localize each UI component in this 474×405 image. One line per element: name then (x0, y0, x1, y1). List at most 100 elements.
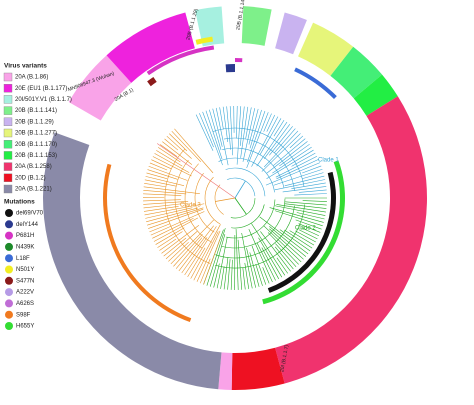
tree-branch (302, 200, 327, 202)
tree-branch (240, 106, 245, 146)
tree-branch (294, 193, 327, 196)
tree-branch (150, 211, 205, 236)
mutation-arc (225, 64, 235, 73)
mutation-label: del69/V70 (16, 211, 44, 217)
mutation-arc (267, 171, 336, 293)
tree-branch (236, 106, 238, 139)
tree-branch (266, 149, 314, 180)
mutation-label: P681H (16, 233, 34, 239)
clade-label: Clade 1 (318, 158, 339, 164)
tree-branch (212, 108, 223, 147)
tree-branch (175, 237, 203, 269)
variant-ring-segment (195, 6, 225, 47)
tree-branch (298, 189, 327, 193)
tree-branch (149, 162, 168, 171)
variant-label: 20B (B.1.1.277) (15, 131, 57, 137)
tree-arc (218, 157, 275, 193)
tree-branch (301, 172, 324, 180)
tree-branch (178, 225, 214, 272)
tree-branch (273, 138, 306, 166)
mutation-arc (147, 76, 157, 87)
tree-branch (168, 241, 189, 262)
tree-branch (299, 229, 318, 240)
tree-branch (190, 224, 221, 279)
tree-branch (151, 159, 172, 170)
tree-branch (237, 239, 243, 290)
tree-branch (246, 247, 256, 288)
tree-arc (215, 205, 295, 259)
tree-branch (144, 179, 177, 187)
tree-branch (148, 165, 188, 181)
tree-branch (199, 113, 214, 148)
variant-ring-segment (68, 55, 132, 121)
tree-arc (212, 127, 305, 187)
tree-branch (219, 107, 224, 130)
tree-arc (222, 147, 285, 188)
ring-label: 20I (B.1.1.7) (279, 344, 290, 372)
mutation-label: S477N (16, 278, 34, 284)
mutation-label: L18F (16, 256, 30, 262)
tree-branch (242, 108, 256, 162)
tree-branch (161, 224, 200, 254)
variant-label: 20E (EU1 (B.1.177) (15, 86, 67, 92)
variant-swatch (3, 72, 13, 82)
mutation-label: S98F (16, 312, 31, 318)
tree-branch (296, 212, 325, 220)
tree-branch (170, 219, 215, 265)
tree-branch (187, 247, 206, 278)
tree-arc (204, 176, 221, 225)
tree-stem (234, 180, 246, 199)
tree-branch (213, 263, 220, 288)
mutation-dot (5, 242, 13, 251)
tree-branch (295, 219, 322, 230)
tree-branch (285, 201, 327, 206)
mutation-dot (5, 299, 13, 308)
variant-label: 20A (B.1.86) (15, 75, 48, 81)
tree-branch (240, 106, 249, 158)
variants-title: Virus variants (4, 63, 47, 70)
tree-branch (148, 208, 204, 229)
variant-swatch (3, 139, 13, 149)
tree-branch (260, 231, 291, 272)
tree-branch (222, 106, 229, 142)
variant-label: 20I/501Y.V1 (B.1.1.7) (15, 97, 72, 103)
tree-branch (236, 106, 242, 165)
variant-swatch (3, 106, 13, 115)
tree-branch (152, 156, 192, 177)
tree-arc (174, 159, 203, 249)
tree-branch (276, 159, 319, 180)
tree-branch (149, 223, 171, 233)
tree-branch (223, 257, 229, 290)
tree-branch (143, 199, 181, 202)
tree-branch (146, 172, 167, 180)
tree-branch (265, 162, 321, 186)
variant-label: 20B (B.1.1.141) (15, 108, 57, 114)
tree-branch (266, 114, 276, 132)
tree-branch (269, 226, 307, 257)
tree-branch (166, 135, 192, 159)
tree-branch (152, 217, 194, 239)
tree-branch (269, 207, 324, 223)
mutation-dot (5, 322, 13, 330)
tree-branch (274, 179, 326, 191)
mutation-label: N501Y (16, 267, 34, 273)
mutation-arc (235, 58, 243, 63)
tree-branch (155, 227, 185, 245)
tree-branch (184, 226, 217, 276)
mutation-dot (5, 288, 13, 297)
tree-branch (276, 257, 289, 274)
tree-stem (215, 197, 236, 202)
variant-ring-segment (241, 6, 272, 46)
tree-branch (249, 109, 262, 149)
tree-branch (154, 153, 190, 173)
tree-branch (202, 111, 223, 166)
tree-branch (258, 237, 283, 278)
tree-branch (282, 186, 327, 193)
tree-arc (221, 198, 286, 249)
tree-branch (259, 118, 282, 155)
tree-arc (184, 163, 213, 243)
mutation-dot (5, 220, 13, 229)
mutation-dot (5, 265, 13, 274)
mutation-arc (294, 67, 337, 100)
